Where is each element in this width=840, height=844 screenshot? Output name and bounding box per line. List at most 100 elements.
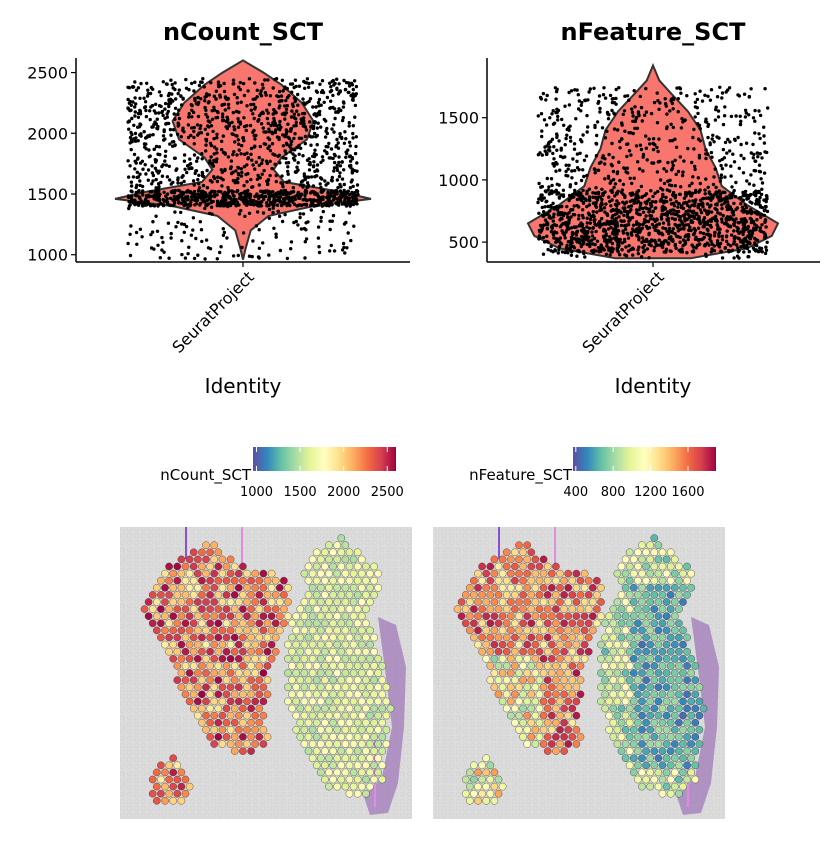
spot <box>186 556 193 563</box>
spot <box>503 577 510 584</box>
data-point <box>610 109 613 112</box>
data-point <box>276 204 279 207</box>
spot <box>524 584 531 591</box>
data-point <box>602 222 605 225</box>
data-point <box>163 130 166 133</box>
spot <box>474 584 481 591</box>
data-point <box>754 249 757 252</box>
spot <box>479 591 486 598</box>
data-point <box>608 253 611 256</box>
data-point <box>753 131 756 134</box>
spot <box>524 570 531 577</box>
data-point <box>306 159 309 162</box>
spot <box>515 570 522 577</box>
spot <box>585 620 592 627</box>
spot <box>622 556 629 563</box>
data-point <box>730 185 733 188</box>
spot <box>663 641 670 648</box>
data-point <box>700 211 703 214</box>
data-point <box>335 138 338 141</box>
spot <box>297 705 304 712</box>
spot <box>626 634 633 641</box>
spot <box>297 733 304 740</box>
spot <box>622 712 629 719</box>
spot <box>174 662 181 669</box>
spot <box>634 549 641 556</box>
data-point <box>600 217 603 220</box>
spot <box>272 591 279 598</box>
data-point <box>156 244 159 247</box>
data-point <box>132 175 135 178</box>
data-point <box>317 225 320 228</box>
spot <box>511 563 518 570</box>
spot <box>219 641 226 648</box>
data-point <box>247 195 250 198</box>
data-point <box>593 168 596 171</box>
data-point <box>581 189 584 192</box>
data-point <box>186 197 189 200</box>
data-point <box>627 99 630 102</box>
spot <box>309 655 316 662</box>
data-point <box>640 148 643 151</box>
spot <box>223 634 230 641</box>
data-point <box>295 121 298 124</box>
spot <box>462 606 469 613</box>
data-point <box>222 82 225 85</box>
data-point <box>141 160 144 163</box>
spot <box>219 712 226 719</box>
data-point <box>235 153 238 156</box>
spot <box>284 613 291 620</box>
spot <box>194 684 201 691</box>
data-point <box>229 167 232 170</box>
spot <box>293 613 300 620</box>
data-point <box>592 214 595 217</box>
spot <box>520 591 527 598</box>
data-point <box>678 228 681 231</box>
data-point <box>552 157 555 160</box>
spot <box>145 613 152 620</box>
data-point <box>153 109 156 112</box>
spot <box>634 577 641 584</box>
data-point <box>200 228 203 231</box>
data-point <box>622 183 625 186</box>
data-point <box>697 176 700 179</box>
data-point <box>731 153 734 156</box>
spot <box>321 677 328 684</box>
spot <box>309 570 316 577</box>
spot <box>358 556 365 563</box>
spot <box>671 570 678 577</box>
spot <box>565 641 572 648</box>
data-point <box>758 196 761 199</box>
spot <box>622 627 629 634</box>
data-point <box>138 122 141 125</box>
data-point <box>607 195 610 198</box>
spot <box>614 598 621 605</box>
spot <box>215 677 222 684</box>
data-point <box>128 164 131 167</box>
spot <box>260 712 267 719</box>
data-point <box>262 126 265 129</box>
spot <box>536 648 543 655</box>
data-point <box>571 233 574 236</box>
spot <box>149 620 156 627</box>
data-point <box>555 224 558 227</box>
spot <box>626 591 633 598</box>
data-point <box>210 144 213 147</box>
spot <box>342 698 349 705</box>
spot <box>301 613 308 620</box>
spot <box>145 598 152 605</box>
spot <box>149 591 156 598</box>
data-point <box>214 116 217 119</box>
data-point <box>138 133 141 136</box>
data-point <box>304 178 307 181</box>
data-point <box>291 190 294 193</box>
spot <box>166 563 173 570</box>
spot <box>552 591 559 598</box>
spot <box>671 584 678 591</box>
data-point <box>699 231 702 234</box>
spot <box>321 577 328 584</box>
spot <box>325 570 332 577</box>
data-point <box>707 220 710 223</box>
spot <box>334 570 341 577</box>
data-point <box>220 140 223 143</box>
